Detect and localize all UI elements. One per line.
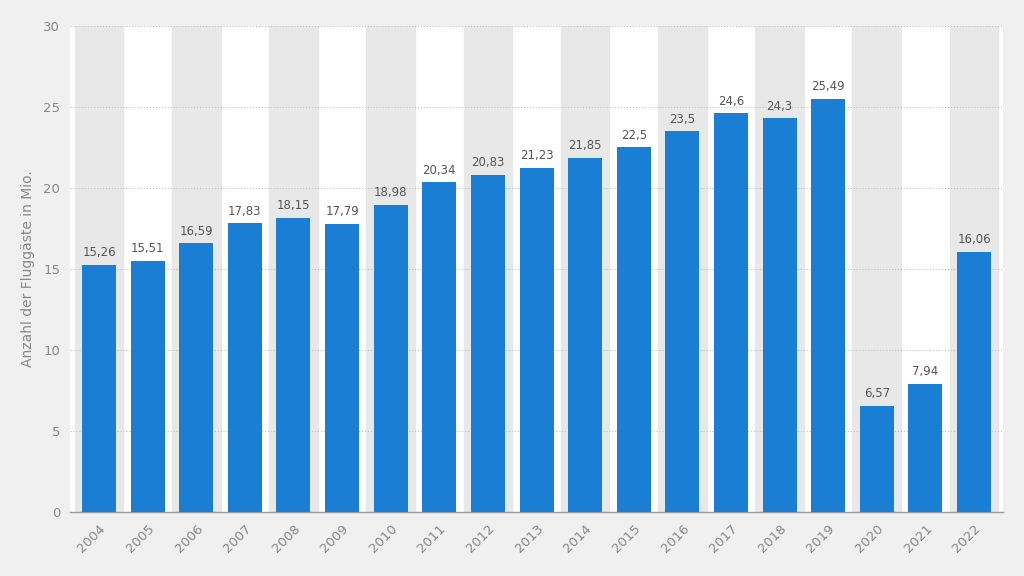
Text: 21,23: 21,23 <box>520 149 553 162</box>
Bar <box>860 406 894 512</box>
Text: 25,49: 25,49 <box>811 80 845 93</box>
Bar <box>616 147 651 512</box>
Bar <box>269 26 317 512</box>
Text: 17,83: 17,83 <box>228 204 261 218</box>
Text: 20,34: 20,34 <box>423 164 456 177</box>
Text: 24,3: 24,3 <box>767 100 793 112</box>
Bar <box>367 26 415 512</box>
Text: 17,79: 17,79 <box>326 205 359 218</box>
Bar <box>276 218 310 512</box>
Bar <box>658 26 707 512</box>
Text: 6,57: 6,57 <box>863 387 890 400</box>
Bar <box>756 26 804 512</box>
Bar <box>568 158 602 512</box>
Bar <box>228 223 262 512</box>
Text: 21,85: 21,85 <box>568 139 602 152</box>
Bar <box>811 99 845 512</box>
Bar <box>325 224 359 512</box>
Bar <box>853 26 901 512</box>
Bar <box>957 252 991 512</box>
Text: 24,6: 24,6 <box>718 94 744 108</box>
Text: 18,98: 18,98 <box>374 186 408 199</box>
Bar <box>561 26 609 512</box>
Text: 23,5: 23,5 <box>670 112 695 126</box>
Bar <box>763 118 797 512</box>
Text: 18,15: 18,15 <box>276 199 310 213</box>
Bar <box>519 168 554 512</box>
Bar <box>714 113 748 512</box>
Y-axis label: Anzahl der Fluggäste in Mio.: Anzahl der Fluggäste in Mio. <box>20 170 35 367</box>
Bar <box>949 26 998 512</box>
Text: 16,59: 16,59 <box>179 225 213 238</box>
Bar <box>179 243 213 512</box>
Text: 20,83: 20,83 <box>471 156 505 169</box>
Bar <box>666 131 699 512</box>
Bar <box>464 26 512 512</box>
Bar <box>908 384 942 512</box>
Text: 15,26: 15,26 <box>82 246 116 259</box>
Bar <box>374 204 408 512</box>
Bar <box>422 183 457 512</box>
Text: 16,06: 16,06 <box>957 233 991 246</box>
Bar <box>172 26 220 512</box>
Text: 7,94: 7,94 <box>912 365 939 378</box>
Text: 15,51: 15,51 <box>131 242 165 255</box>
Bar <box>82 265 116 512</box>
Bar <box>75 26 123 512</box>
Bar <box>471 175 505 512</box>
Text: 22,5: 22,5 <box>621 129 647 142</box>
Bar <box>131 261 165 512</box>
